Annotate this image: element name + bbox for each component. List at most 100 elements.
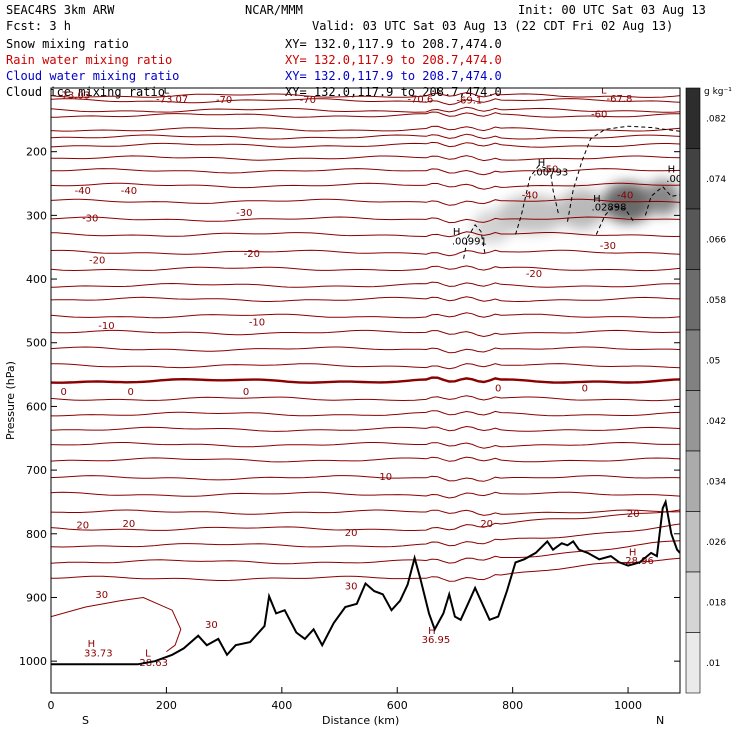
- contour-label: -70: [216, 95, 232, 106]
- terrain-line: [51, 498, 680, 666]
- extremum-marker: 36.95: [422, 635, 451, 646]
- colorbar-segment: [685, 390, 701, 452]
- contour-line: [51, 441, 680, 449]
- contour--30: [51, 216, 680, 224]
- contour-label: -40: [75, 186, 91, 197]
- contour-line: [51, 198, 680, 206]
- contour-line: [51, 168, 680, 176]
- extremum-marker: H: [668, 165, 676, 176]
- shading-blob: [645, 179, 680, 216]
- contour-line: [51, 141, 680, 148]
- cloud-ice-contour: [515, 165, 560, 235]
- x-tick-label: 400: [271, 699, 292, 712]
- contour-line: [51, 265, 680, 272]
- y-tick-label: 200: [26, 146, 47, 159]
- contour-label: -10: [249, 317, 265, 328]
- colorbar-units: g kg⁻¹: [704, 87, 732, 97]
- cloud-ice-contour: [567, 125, 680, 222]
- contour-label: 0: [582, 384, 588, 395]
- shading-blob: [558, 188, 605, 230]
- contour-line: [51, 475, 680, 482]
- contour-line: [51, 231, 680, 238]
- y-tick-label: 800: [26, 528, 47, 541]
- contour-label: -30: [600, 241, 616, 252]
- colorbar-label: .042: [706, 417, 726, 427]
- contour-label: -70: [300, 95, 316, 106]
- extremum-marker: .00793: [533, 168, 568, 179]
- north-label: N: [656, 714, 664, 727]
- colorbar-label: .026: [706, 538, 726, 548]
- colorbar-label: .01: [706, 659, 720, 669]
- extremum-marker: L: [436, 86, 442, 97]
- colorbar: .01 .018 .026 .034 .042 .05 .058 .066 .074 .082: [685, 87, 726, 694]
- contour-30-loop: [51, 596, 182, 653]
- colorbar-label: .05: [706, 356, 720, 366]
- temperature-contours: [51, 92, 680, 653]
- contour-label: -30: [82, 214, 98, 225]
- colorbar-segment: [685, 329, 701, 391]
- contour-label: -73.07: [156, 94, 188, 105]
- colorbar-segment: [685, 269, 701, 331]
- extremum-marker: .00: [666, 174, 682, 185]
- contour-label: -20: [526, 269, 542, 280]
- cloud-ice-contour: [595, 205, 635, 235]
- extremum-marker: L: [164, 86, 170, 97]
- contour-label: -40: [121, 186, 137, 197]
- extremum-marker: 28.63: [139, 658, 168, 669]
- plot-frame: [50, 87, 681, 694]
- legend-xy-2: XY= 132.0,117.9 to 208.7,474.0: [285, 69, 502, 83]
- contour-line: [51, 509, 680, 531]
- contour-label: 20: [76, 521, 89, 532]
- x-tick-label: 1000: [614, 699, 642, 712]
- cloud-ice-contour: [644, 186, 680, 216]
- contour-line: [51, 523, 680, 548]
- y-tick-label: 900: [26, 591, 47, 604]
- contour-label: -20: [89, 256, 105, 267]
- x-tick-label: 600: [387, 699, 408, 712]
- contour-label: 0: [127, 387, 133, 398]
- y-tick-label: 400: [26, 273, 47, 286]
- contour-label: -60: [591, 110, 607, 121]
- x-axis-label: Distance (km): [322, 714, 399, 727]
- contour-20: [51, 509, 680, 516]
- contour-line: [51, 410, 680, 417]
- contour--50: [51, 133, 680, 140]
- mixing-ratio-shading: [472, 179, 680, 244]
- contour-label: -50: [542, 165, 558, 176]
- contour-label: 30: [345, 582, 358, 593]
- contour-label: 30: [205, 620, 218, 631]
- contour-label: -10: [98, 321, 114, 332]
- contour-label: 20: [627, 509, 640, 520]
- contour-label: -69.1: [456, 96, 482, 107]
- contour-line: [51, 281, 680, 288]
- colorbar-segment: [685, 632, 701, 694]
- y-tick-label: 1000: [19, 655, 47, 668]
- colorbar-segment: [685, 208, 701, 270]
- contour-label: 0: [61, 387, 67, 398]
- extremum-marker: L: [145, 649, 151, 660]
- contour-label: -40: [522, 191, 538, 202]
- contour--10: [51, 312, 680, 319]
- cloud-ice-contour: [463, 224, 486, 259]
- colorbar-segment: [685, 450, 701, 512]
- contour-line: [51, 296, 680, 303]
- contour-10: [51, 456, 680, 463]
- x-tick-label: 0: [48, 699, 55, 712]
- shading-blob: [602, 182, 655, 224]
- contour--40: [51, 182, 680, 190]
- contour-label: 10: [379, 472, 392, 483]
- contour-label: 20: [345, 528, 358, 539]
- x-tick-label: 800: [502, 699, 523, 712]
- extremum-marker: H: [593, 194, 601, 205]
- contour-line: [51, 395, 680, 402]
- extremum-marker: H: [629, 547, 637, 558]
- x-axis: 0 200 400 600 800 1000: [48, 687, 642, 712]
- colorbar-segment: [685, 571, 701, 633]
- contour-label: 0: [495, 384, 501, 395]
- y-tick-label: 500: [26, 337, 47, 350]
- contour-line: [51, 363, 680, 370]
- y-tick-label: 600: [26, 400, 47, 413]
